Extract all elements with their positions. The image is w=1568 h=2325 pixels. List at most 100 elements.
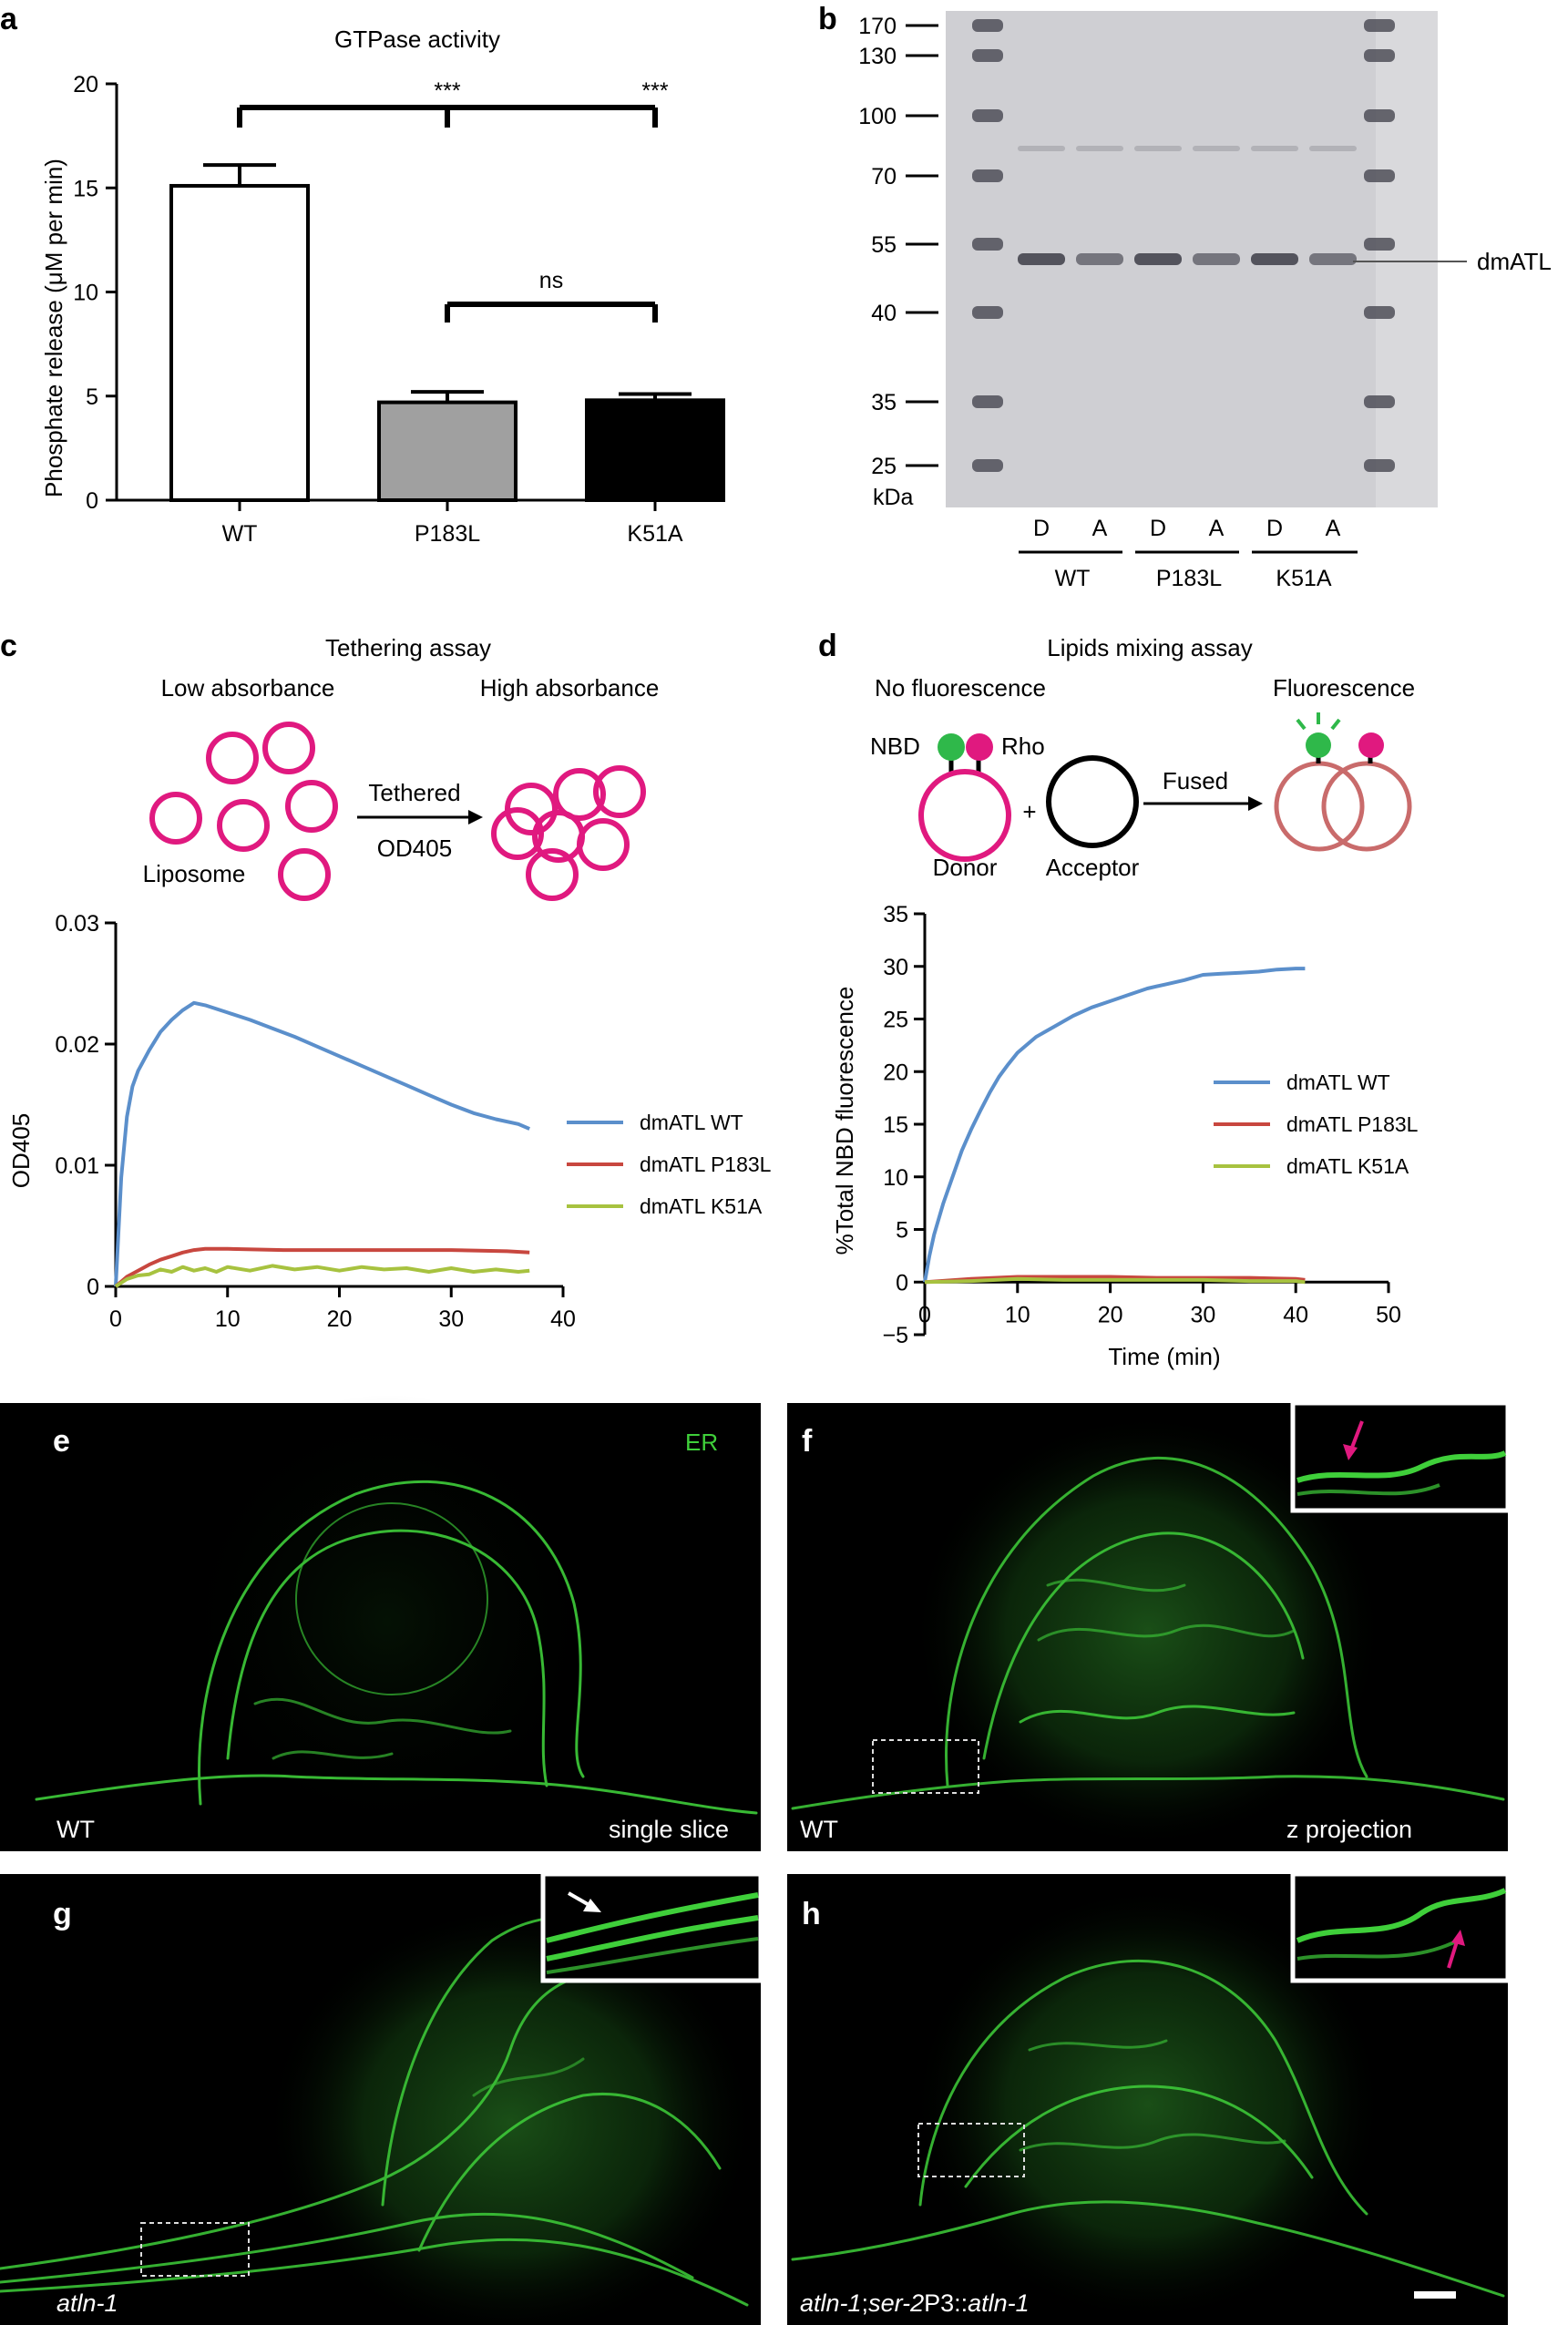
ladder-band-left [972,238,1003,251]
faint-band [1076,146,1123,151]
lane-group-label: WT [1055,566,1091,591]
acceptor-label: Acceptor [1046,854,1140,881]
faint-band [1018,146,1065,151]
ladder-band-left [972,459,1003,472]
micrograph-f-genotype: WT [800,1816,838,1843]
inset-g [540,1871,764,1983]
scale-bar [1414,2291,1456,2299]
series-line-2 [114,1264,530,1288]
ladder-band-right [1364,306,1395,319]
y-tick-label: 0.03 [55,911,99,937]
y-tick-label: 5 [86,384,98,410]
x-tick-label: 0 [918,1302,931,1327]
lane-label: A [1092,516,1108,541]
ladder-band-right [1364,238,1395,251]
y-tick-label: 15 [883,1112,908,1138]
y-tick-label: 35 [883,902,908,927]
free-liposomes [149,722,338,901]
chart-d-plot: −5 0 5 10 15 20 25 30 35 0 10 20 30 40 50 dmATL WT dmATL… [882,902,1418,1348]
lane-label: D [1150,516,1166,541]
y-tick-label: 0.01 [55,1153,99,1179]
series-line-2 [924,1276,1306,1285]
gel-unit: kDa [873,485,914,510]
x-tick-label: 20 [1098,1302,1123,1327]
acceptor-liposome [1046,755,1139,848]
micrograph-h: h atln-1;ser-2P3::atln-1 [787,1871,1511,2325]
y-tick-label: 0 [86,488,98,514]
chart-d-ylabel: %Total NBD fluorescence [831,987,858,1255]
ladder-band-right [1364,19,1395,32]
lane-label: A [1209,516,1225,541]
liposome-label: Liposome [143,860,246,887]
glow-ray-right [1330,718,1341,731]
plus-sign: + [1022,798,1036,825]
sig-label: *** [434,78,460,104]
legend-label: dmATL WT [640,1111,743,1134]
marker-label: 100 [858,104,897,129]
lane-label: D [1033,516,1050,541]
tethered-label: Tethered [368,779,460,806]
dmatl-band [1309,253,1357,265]
micrograph-e-mode: single slice [609,1816,729,1843]
fluorescence-label: Fluorescence [1273,674,1415,702]
y-tick-label: 0 [896,1270,908,1296]
bar-k51a [585,398,725,503]
lane-group-label: P183L [1156,566,1222,591]
legend-label: dmATL P183L [1286,1112,1419,1136]
donor-liposome [918,733,1011,862]
panel-letter-h: h [802,1897,821,1931]
ladder-band-left [972,19,1003,32]
panel-letter-a: a [0,2,18,36]
marker-label: 55 [871,232,897,258]
lane-label: A [1326,516,1341,541]
od405-arrow-label: OD405 [377,835,452,862]
ladder-band-right [1364,109,1395,122]
chart-c-ylabel: OD405 [7,1113,35,1188]
bar-wt [169,183,310,502]
donor-label: Donor [933,854,998,881]
x-tick-label: 50 [1376,1302,1401,1327]
sig-label-ns: ns [539,268,563,293]
dmatl-band [1193,253,1240,265]
series-line-1 [924,1275,1306,1285]
series-line-1 [114,1246,530,1288]
y-tick-label: 20 [73,72,98,97]
chart-d-xlabel: Time (min) [1108,1343,1220,1370]
y-tick-label: 10 [883,1165,908,1191]
dmatl-band [1076,253,1123,265]
panel-letter-f: f [802,1424,813,1459]
ladder-band-left [972,109,1003,122]
panel-c: c Tethering assay Low absorbance High ab… [0,629,772,1332]
y-tick-label: 10 [73,281,98,306]
micrograph-f: f WT z projection [787,1400,1511,1851]
ladder-band-right [1364,459,1395,472]
micrograph-g-genotype: atln-1 [56,2289,118,2317]
micrograph-g: g atln-1 [0,1871,764,2325]
low-absorbance-label: Low absorbance [161,674,335,702]
series-line-0 [114,1000,530,1287]
marker-label: 40 [871,301,897,326]
y-tick-label: 30 [883,955,908,980]
dmatl-band [1134,253,1182,265]
y-tick-label: 0.02 [55,1032,99,1058]
x-tick-label: 10 [215,1306,241,1332]
x-tick-label: 30 [1190,1302,1215,1327]
faint-band [1309,146,1357,151]
rho-label: Rho [1001,732,1045,760]
x-tick-label: 10 [1005,1302,1030,1327]
x-tick-label: P183L [415,521,480,547]
faint-band [1251,146,1298,151]
sig-label: *** [641,78,668,104]
ladder-band-left [972,169,1003,182]
lipid-mixing-title: Lipids mixing assay [1047,634,1252,661]
y-tick-label: 20 [883,1060,908,1085]
panel-letter-e: e [53,1424,70,1459]
x-tick-label: 20 [327,1306,353,1332]
marker-label: 130 [858,44,897,69]
x-tick-label: 0 [109,1306,122,1332]
high-absorbance-label: High absorbance [480,674,660,702]
y-tick-label: 25 [883,1008,908,1033]
